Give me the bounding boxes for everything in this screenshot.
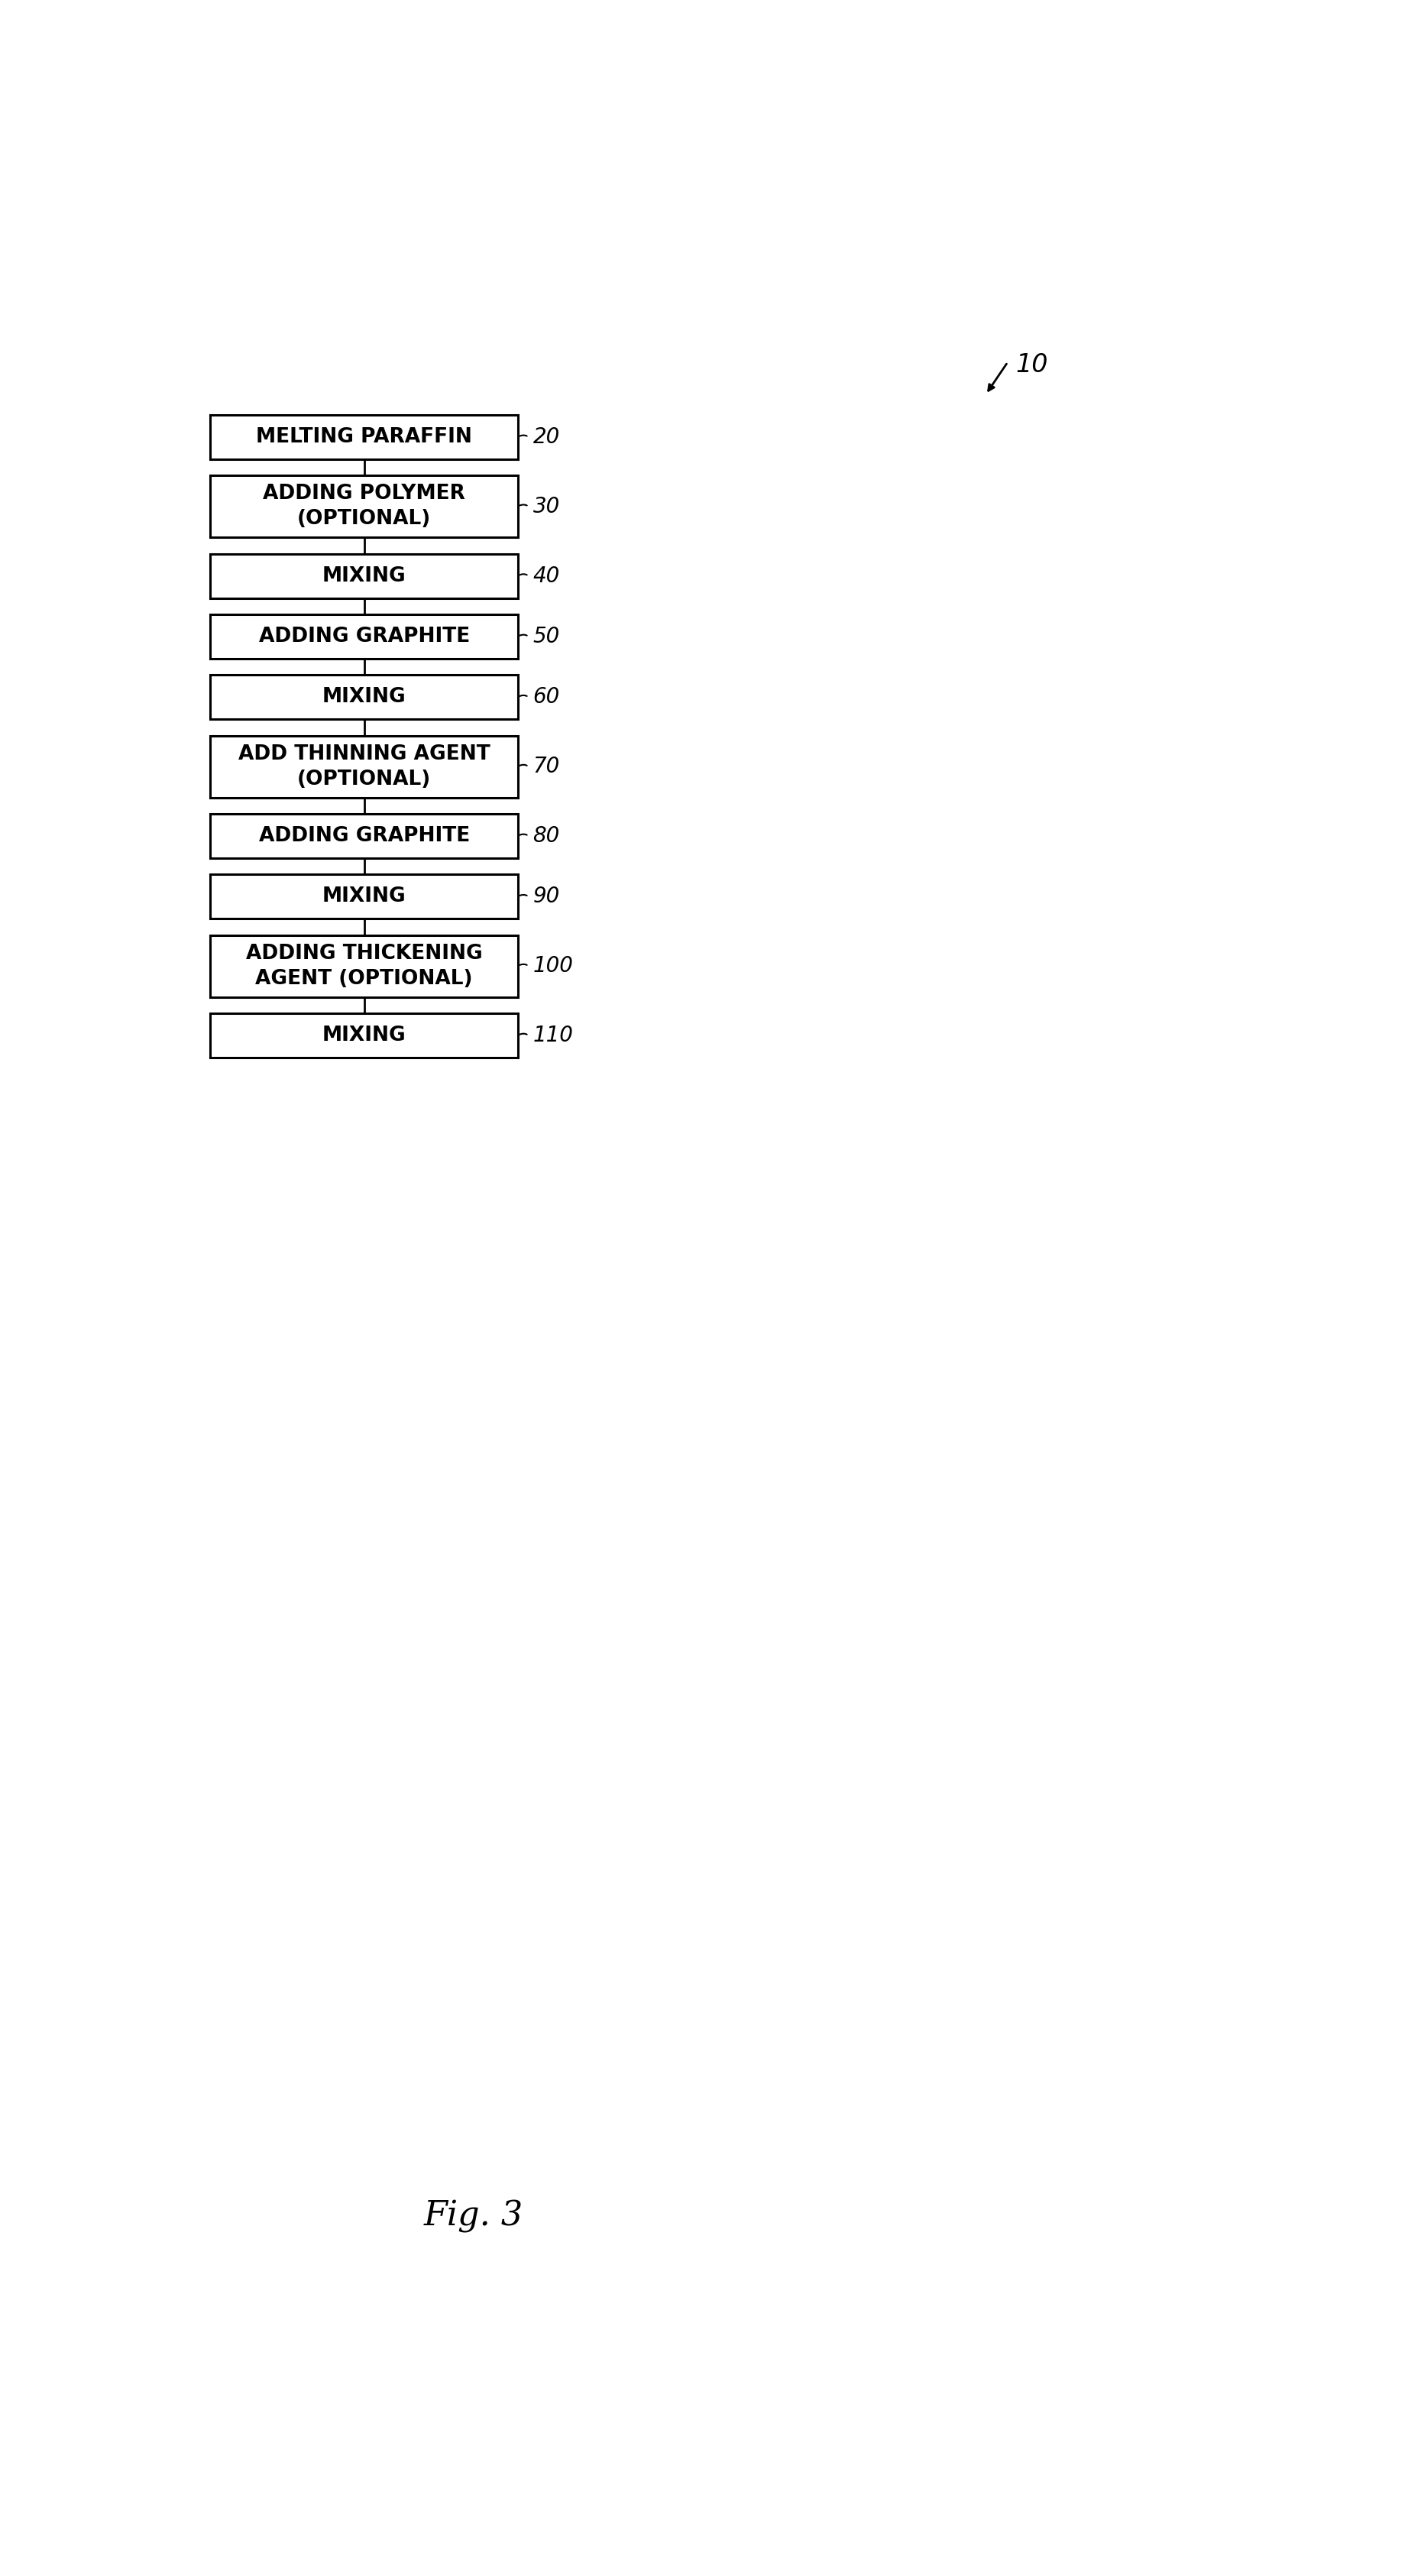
Text: MIXING: MIXING xyxy=(323,688,406,706)
Bar xyxy=(210,415,519,459)
Bar xyxy=(210,876,519,920)
Text: ADDING GRAPHITE: ADDING GRAPHITE xyxy=(259,626,470,647)
Text: 60: 60 xyxy=(533,685,560,708)
Bar xyxy=(210,737,519,799)
Text: 70: 70 xyxy=(533,755,560,778)
Text: ADDING GRAPHITE: ADDING GRAPHITE xyxy=(259,827,470,845)
Text: ADDING THICKENING
AGENT (OPTIONAL): ADDING THICKENING AGENT (OPTIONAL) xyxy=(246,943,483,989)
Text: 90: 90 xyxy=(533,886,560,907)
Text: ADDING POLYMER
(OPTIONAL): ADDING POLYMER (OPTIONAL) xyxy=(263,484,465,528)
Text: 10: 10 xyxy=(1016,353,1047,379)
Text: MIXING: MIXING xyxy=(323,567,406,585)
Bar xyxy=(210,675,519,719)
Text: 30: 30 xyxy=(533,495,560,518)
Bar xyxy=(210,554,519,598)
Bar xyxy=(210,814,519,858)
Bar xyxy=(210,935,519,997)
Text: 50: 50 xyxy=(533,626,560,647)
Text: 110: 110 xyxy=(533,1025,573,1046)
Text: 40: 40 xyxy=(533,564,560,587)
Text: 100: 100 xyxy=(533,956,573,976)
Text: MIXING: MIXING xyxy=(323,886,406,907)
Text: ADD THINNING AGENT
(OPTIONAL): ADD THINNING AGENT (OPTIONAL) xyxy=(239,744,490,788)
Text: Fig. 3: Fig. 3 xyxy=(423,2200,523,2233)
Text: 80: 80 xyxy=(533,824,560,848)
Text: 20: 20 xyxy=(533,428,560,448)
Bar xyxy=(210,477,519,538)
Bar xyxy=(210,616,519,659)
Text: MELTING PARAFFIN: MELTING PARAFFIN xyxy=(256,428,472,448)
Bar xyxy=(210,1012,519,1059)
Text: MIXING: MIXING xyxy=(323,1025,406,1046)
